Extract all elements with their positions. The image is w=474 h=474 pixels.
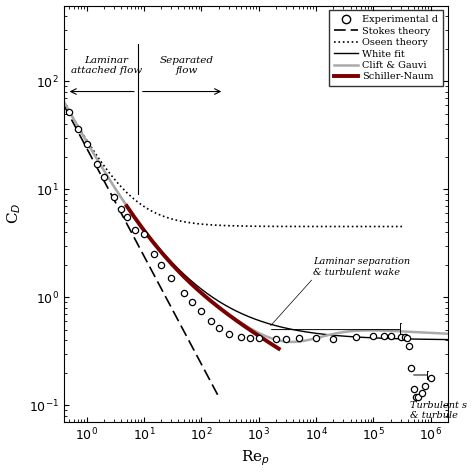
Stokes theory xyxy=(67,114,73,119)
Experimental d xyxy=(168,275,174,281)
Clift & Gauvi xyxy=(445,331,451,337)
Oseen theory xyxy=(273,224,279,229)
Experimental d xyxy=(247,335,253,341)
White fit xyxy=(318,331,323,337)
Experimental d xyxy=(381,333,386,338)
Clift & Gauvi xyxy=(160,251,165,256)
Schiller-Naum xyxy=(130,212,136,218)
Experimental d xyxy=(124,214,129,220)
Clift & Gauvi xyxy=(235,318,240,323)
Experimental d xyxy=(388,333,393,338)
Experimental d xyxy=(141,232,147,237)
White fit xyxy=(160,249,165,255)
Oseen theory xyxy=(305,224,311,229)
Experimental d xyxy=(296,335,301,341)
Experimental d xyxy=(151,251,157,257)
Experimental d xyxy=(209,318,214,324)
Experimental d xyxy=(353,334,359,339)
Schiller-Naum xyxy=(152,242,158,247)
Stokes theory xyxy=(61,102,66,108)
Experimental d xyxy=(408,365,414,371)
White fit xyxy=(350,334,356,340)
White fit xyxy=(287,326,293,332)
Text: Turbulent s
& turbule: Turbulent s & turbule xyxy=(410,401,467,420)
Experimental d xyxy=(101,174,107,180)
Schiller-Naum xyxy=(268,341,274,346)
Experimental d xyxy=(428,374,434,380)
White fit xyxy=(235,309,240,315)
Experimental d xyxy=(404,335,410,341)
Experimental d xyxy=(313,335,319,341)
Schiller-Naum xyxy=(276,346,282,352)
Schiller-Naum xyxy=(133,217,139,222)
Text: Separated
flow: Separated flow xyxy=(159,55,213,75)
Experimental d xyxy=(84,141,90,147)
Line: Clift & Gauvi: Clift & Gauvi xyxy=(64,101,448,342)
Experimental d xyxy=(132,227,138,233)
Experimental d xyxy=(118,207,124,212)
Experimental d xyxy=(75,126,81,132)
Experimental d xyxy=(402,334,408,339)
White fit xyxy=(61,99,66,105)
Experimental d xyxy=(66,109,72,115)
Stokes theory xyxy=(70,119,76,125)
Experimental d xyxy=(190,299,195,305)
White fit xyxy=(445,337,451,342)
Line: Oseen theory: Oseen theory xyxy=(64,101,402,227)
Oseen theory xyxy=(101,164,107,169)
X-axis label: Re$_p$: Re$_p$ xyxy=(241,449,270,468)
Experimental d xyxy=(330,336,336,342)
Line: Stokes theory: Stokes theory xyxy=(64,105,219,396)
Stokes theory xyxy=(102,180,108,185)
Experimental d xyxy=(371,333,376,338)
Schiller-Naum xyxy=(124,203,129,209)
Clift & Gauvi xyxy=(289,339,295,345)
Experimental d xyxy=(199,308,204,313)
Experimental d xyxy=(111,194,117,200)
Schiller-Naum xyxy=(164,256,170,262)
Oseen theory xyxy=(195,221,201,227)
Experimental d xyxy=(422,383,428,389)
Experimental d xyxy=(238,334,244,339)
Experimental d xyxy=(256,335,262,341)
Experimental d xyxy=(158,262,164,267)
Clift & Gauvi xyxy=(61,98,66,104)
Experimental d xyxy=(181,290,187,295)
Schiller-Naum xyxy=(263,337,269,343)
Experimental d xyxy=(398,334,404,339)
Experimental d xyxy=(406,344,412,349)
Experimental d xyxy=(216,325,221,330)
Experimental d xyxy=(94,161,100,167)
Line: Experimental d: Experimental d xyxy=(66,109,434,400)
Legend: Experimental d, Stokes theory, Oseen theory, White fit, Clift & Gauvi, Schiller-: Experimental d, Stokes theory, Oseen the… xyxy=(329,10,443,86)
Stokes theory xyxy=(90,156,95,162)
Text: Laminar separation
& turbulent wake: Laminar separation & turbulent wake xyxy=(313,257,410,277)
Experimental d xyxy=(283,336,289,342)
Oseen theory xyxy=(399,224,405,229)
Oseen theory xyxy=(61,99,66,104)
Y-axis label: C$_D$: C$_D$ xyxy=(6,203,23,225)
Experimental d xyxy=(410,386,416,392)
Clift & Gauvi xyxy=(318,334,324,340)
Clift & Gauvi xyxy=(129,210,135,216)
Line: White fit: White fit xyxy=(64,102,448,339)
Experimental d xyxy=(226,331,231,337)
Stokes theory xyxy=(216,393,221,399)
Clift & Gauvi xyxy=(287,339,293,345)
Experimental d xyxy=(273,336,279,342)
Oseen theory xyxy=(171,217,177,222)
Stokes theory xyxy=(202,369,208,374)
Experimental d xyxy=(415,394,421,400)
White fit xyxy=(129,210,135,215)
Oseen theory xyxy=(307,224,312,229)
Experimental d xyxy=(419,390,425,396)
Line: Schiller-Naum: Schiller-Naum xyxy=(127,206,279,349)
Clift & Gauvi xyxy=(351,328,356,334)
Stokes theory xyxy=(208,379,214,384)
Text: Laminar
attached flow: Laminar attached flow xyxy=(71,55,142,75)
Experimental d xyxy=(413,394,419,400)
